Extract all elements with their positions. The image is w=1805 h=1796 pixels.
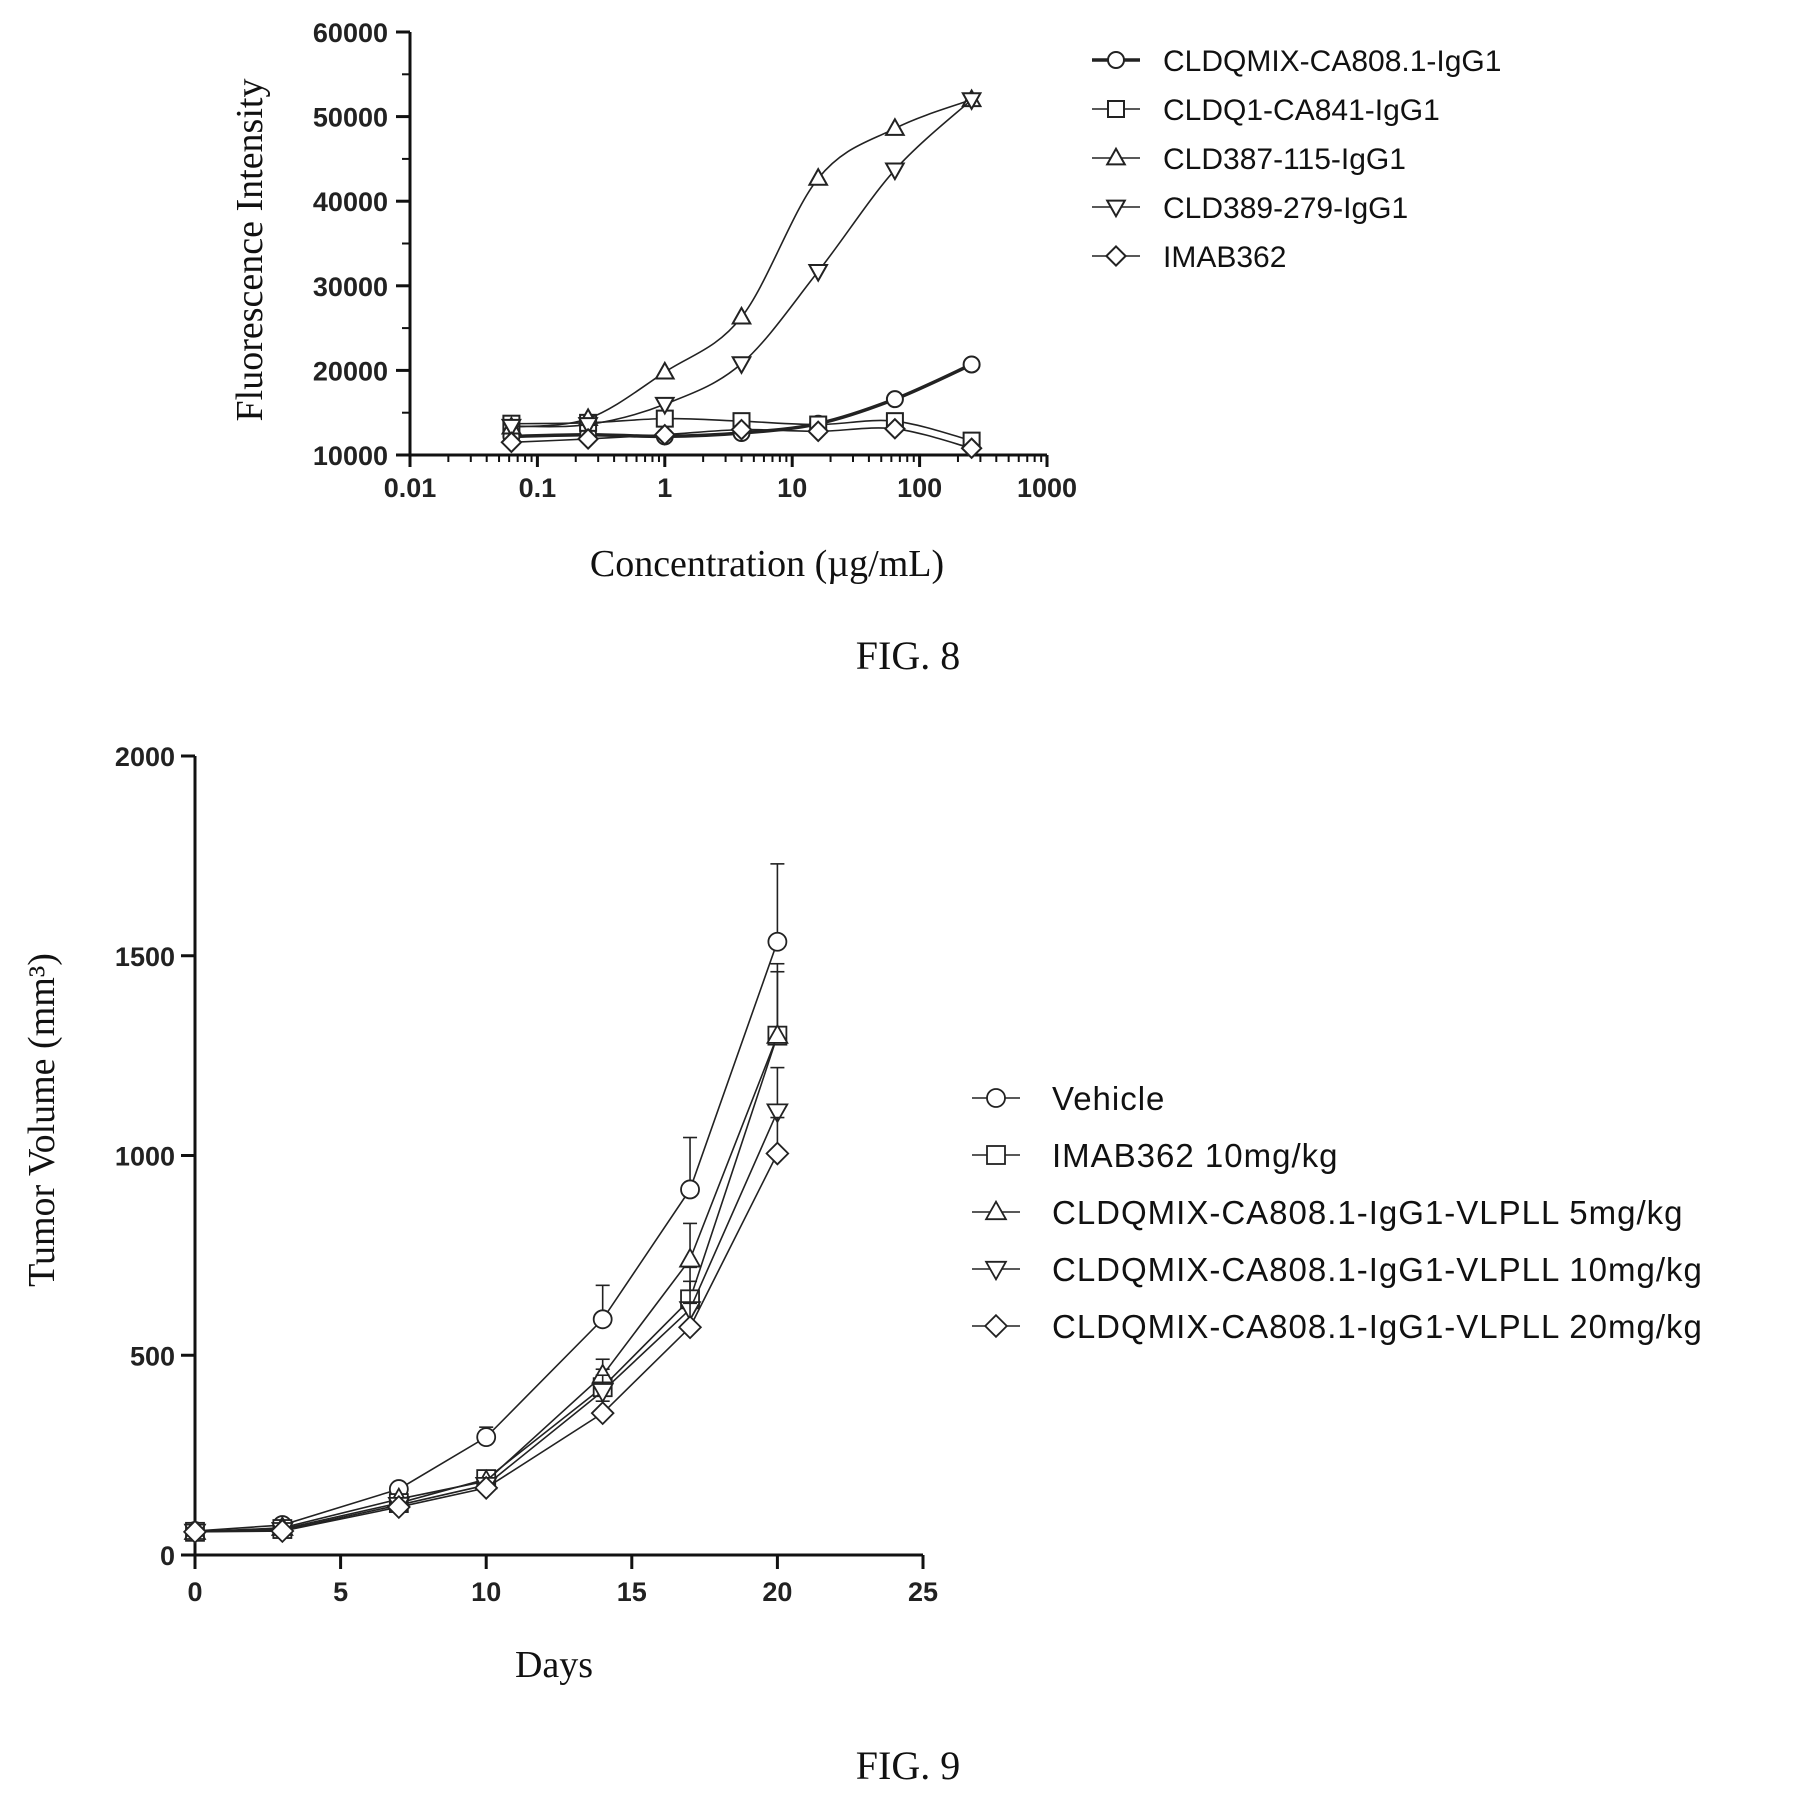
x-tick-label: 0.01 (384, 473, 437, 503)
y-tick-label: 500 (130, 1341, 175, 1371)
data-point (386, 1494, 411, 1520)
data-point (765, 1023, 789, 1044)
y-tick-label: 1500 (115, 942, 175, 972)
fig8-chart: 0.01 0.1 1 10 100 1000 10000 20000 30000 40000 500… (229, 18, 1501, 585)
legend-label: CLD389-279-IgG1 (1163, 192, 1408, 225)
x-tick-label: 15 (617, 1577, 647, 1607)
legend-label: CLDQMIX-CA808.1-IgG1-VLPLL 5mg/kg (1052, 1194, 1684, 1231)
data-point (500, 431, 523, 454)
data-point (884, 117, 906, 136)
legend-label: Vehicle (1052, 1080, 1165, 1117)
data-point (653, 423, 676, 446)
fig8-axes (396, 30, 1049, 467)
fig9-chart: 0 5 10 15 20 25 0 500 1000 1500 2000 Vehicle IMAB36… (21, 742, 1703, 1686)
data-point (476, 1427, 497, 1448)
legend-marker (1107, 100, 1125, 118)
data-point (592, 1309, 613, 1330)
x-tick-label: 0.1 (519, 473, 557, 503)
fig9-ticks: 0 5 10 15 20 25 0 500 1000 1500 2000 (115, 742, 938, 1607)
legend-marker (1105, 146, 1127, 166)
data-point (577, 427, 600, 450)
fig8-caption: FIG. 8 (855, 633, 961, 678)
data-point (182, 1519, 208, 1544)
x-tick-label: 100 (897, 473, 942, 503)
fig8-ticks: 0.01 0.1 1 10 100 1000 10000 20000 30000 40000 500… (313, 18, 1077, 503)
legend-label: CLDQMIX-CA808.1-IgG1 (1163, 45, 1501, 78)
data-point (678, 1247, 702, 1268)
data-point (654, 396, 676, 416)
data-point (500, 418, 522, 438)
data-point (767, 931, 788, 952)
y-tick-label: 0 (160, 1541, 175, 1571)
legend-label: CLDQMIX-CA808.1-IgG1-VLPLL 20mg/kg (1052, 1308, 1703, 1345)
legend-marker (1107, 51, 1125, 69)
y-tick-label: 20000 (313, 356, 388, 386)
x-tick-label: 1000 (1017, 473, 1077, 503)
data-point (884, 162, 906, 182)
data-point (677, 1315, 703, 1340)
y-tick-label: 1000 (115, 1142, 175, 1172)
legend-marker (986, 1145, 1006, 1165)
y-tick-label: 60000 (313, 18, 388, 48)
data-point (883, 417, 906, 440)
data-point (962, 355, 981, 374)
data-point (591, 1383, 615, 1404)
data-point (807, 264, 829, 283)
data-point (654, 360, 676, 380)
data-point (807, 167, 829, 186)
y-tick-label: 30000 (313, 272, 388, 302)
x-tick-label: 20 (762, 1577, 792, 1607)
data-point (807, 420, 830, 443)
fig9-plot-area (182, 863, 790, 1545)
data-point (765, 1103, 789, 1124)
x-tick-label: 10 (471, 1577, 501, 1607)
data-point (270, 1518, 295, 1544)
x-tick-label: 5 (333, 1577, 348, 1607)
fig9-caption: FIG. 9 (855, 1743, 961, 1788)
legend-label: CLDQMIX-CA808.1-IgG1-VLPLL 10mg/kg (1052, 1251, 1703, 1288)
fig8-plot-area (500, 88, 983, 460)
data-point (960, 437, 983, 460)
legend-marker (984, 1260, 1008, 1282)
fig9-legend: Vehicle IMAB362 10mg/kg CLDQMIX-CA808.1-Ig… (972, 1080, 1703, 1345)
legend-label: CLD387-115-IgG1 (1163, 143, 1406, 176)
series-curve (511, 98, 972, 428)
fig8-legend: CLDQMIX-CA808.1-IgG1 CLDQ1-CA841-IgG1 CLD3… (1092, 45, 1501, 274)
legend-label: CLDQ1-CA841-IgG1 (1163, 94, 1440, 127)
x-tick-label: 10 (777, 473, 807, 503)
legend-marker (984, 1199, 1008, 1221)
fig9-y-axis-title: Tumor Volume (mm³) (21, 953, 63, 1287)
data-point (765, 1141, 790, 1166)
legend-marker (983, 1313, 1009, 1339)
fig9-x-axis-title: Days (515, 1644, 593, 1686)
data-point (474, 1475, 499, 1500)
fig8-x-axis-title: Concentration (µg/mL) (590, 543, 944, 585)
y-tick-label: 10000 (313, 441, 388, 471)
data-point (590, 1401, 615, 1426)
data-point (961, 92, 983, 111)
y-tick-label: 50000 (313, 103, 388, 133)
legend-label: IMAB362 (1163, 241, 1286, 274)
legend-marker (1105, 199, 1127, 219)
data-point (680, 1179, 700, 1200)
fig8-y-axis-title: Fluorescence Intensity (229, 79, 271, 422)
data-point (730, 418, 753, 441)
legend-marker (986, 1088, 1006, 1108)
series-curve (511, 99, 973, 428)
data-point (577, 417, 599, 436)
legend-label: IMAB362 10mg/kg (1052, 1137, 1338, 1174)
x-tick-label: 0 (187, 1577, 202, 1607)
fig9-axes (181, 754, 925, 1569)
legend-marker (1104, 244, 1128, 268)
data-point (885, 390, 904, 409)
x-tick-label: 25 (908, 1577, 938, 1607)
y-tick-label: 40000 (313, 187, 388, 217)
x-tick-label: 1 (657, 473, 672, 503)
y-tick-label: 2000 (115, 742, 175, 772)
data-point (730, 305, 753, 325)
data-point (730, 356, 753, 375)
